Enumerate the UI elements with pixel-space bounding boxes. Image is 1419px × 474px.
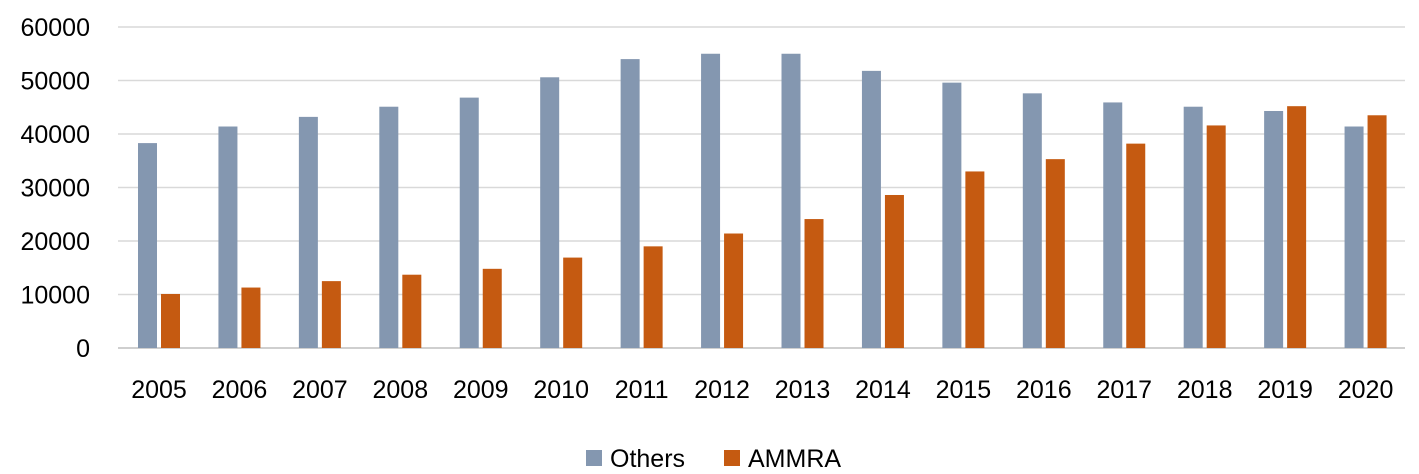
bar-others-2010 [540, 77, 560, 348]
x-tick-label: 2009 [453, 376, 509, 404]
bar-others-2012 [701, 53, 721, 348]
bar-ammra-2013 [804, 219, 824, 348]
bar-ammra-2008 [402, 274, 422, 348]
y-tick-label: 30000 [20, 175, 90, 203]
y-tick-label: 50000 [20, 68, 90, 96]
bar-others-2011 [620, 59, 640, 348]
x-tick-label: 2020 [1338, 376, 1394, 404]
y-tick-label: 20000 [20, 228, 90, 256]
bar-others-2014 [861, 70, 881, 349]
legend-label-others: Others [610, 445, 685, 473]
bar-others-2017 [1103, 102, 1123, 348]
x-tick-label: 2005 [131, 376, 187, 404]
legend-swatch-ammra [724, 450, 740, 466]
bar-others-2016 [1022, 93, 1042, 348]
x-tick-label: 2017 [1096, 376, 1152, 404]
bar-others-2005 [138, 143, 157, 348]
bar-others-2009 [459, 97, 479, 349]
bar-ammra-2012 [724, 233, 744, 348]
x-tick-label: 2019 [1257, 376, 1313, 404]
x-tick-label: 2006 [212, 376, 268, 404]
x-axis-labels: 2005 2006 2007 2008 2009 2010 2011 2012 2013 2014… [131, 376, 1393, 404]
bar-ammra-2015 [965, 171, 985, 348]
bar-ammra-2018 [1206, 125, 1226, 348]
bar-ammra-2005 [161, 293, 180, 348]
bar-others-2008 [379, 106, 399, 348]
bar-others-2007 [298, 116, 318, 348]
bar-ammra-2009 [482, 268, 502, 348]
x-tick-label: 2011 [615, 376, 669, 404]
x-tick-label: 2013 [775, 376, 831, 404]
bar-ammra-2019 [1287, 106, 1307, 349]
x-tick-label: 2007 [292, 376, 348, 404]
x-tick-label: 2014 [855, 376, 911, 404]
bar-ammra-2010 [563, 257, 583, 348]
x-tick-label: 2018 [1177, 376, 1233, 404]
bars [138, 53, 1387, 349]
bar-others-2015 [942, 82, 962, 348]
x-tick-label: 2010 [533, 376, 589, 404]
bar-ammra-2014 [884, 194, 904, 348]
y-tick-label: 60000 [20, 14, 90, 42]
bar-ammra-2011 [643, 246, 663, 348]
bar-ammra-2006 [241, 287, 261, 348]
bar-ammra-2007 [321, 281, 341, 348]
y-tick-label: 10000 [20, 282, 90, 310]
y-tick-label: 0 [76, 335, 90, 363]
x-tick-label: 2016 [1016, 376, 1072, 404]
y-tick-label: 40000 [20, 121, 90, 149]
legend-label-ammra: AMMRA [748, 445, 841, 473]
bar-others-2019 [1264, 110, 1284, 349]
bar-others-2013 [781, 53, 801, 348]
bar-others-2020 [1344, 126, 1364, 348]
bar-others-2018 [1183, 106, 1203, 348]
bar-ammra-2017 [1126, 143, 1146, 348]
bar-ammra-2016 [1045, 159, 1065, 348]
bar-ammra-2020 [1367, 115, 1387, 349]
legend: Others AMMRA [586, 445, 841, 473]
bar-others-2006 [218, 126, 238, 348]
x-tick-label: 2008 [373, 376, 429, 404]
x-tick-label: 2012 [694, 376, 750, 404]
x-tick-label: 2015 [936, 376, 992, 404]
legend-swatch-others [586, 450, 602, 466]
y-axis-labels: 0 10000 20000 30000 40000 50000 60000 [20, 14, 90, 363]
